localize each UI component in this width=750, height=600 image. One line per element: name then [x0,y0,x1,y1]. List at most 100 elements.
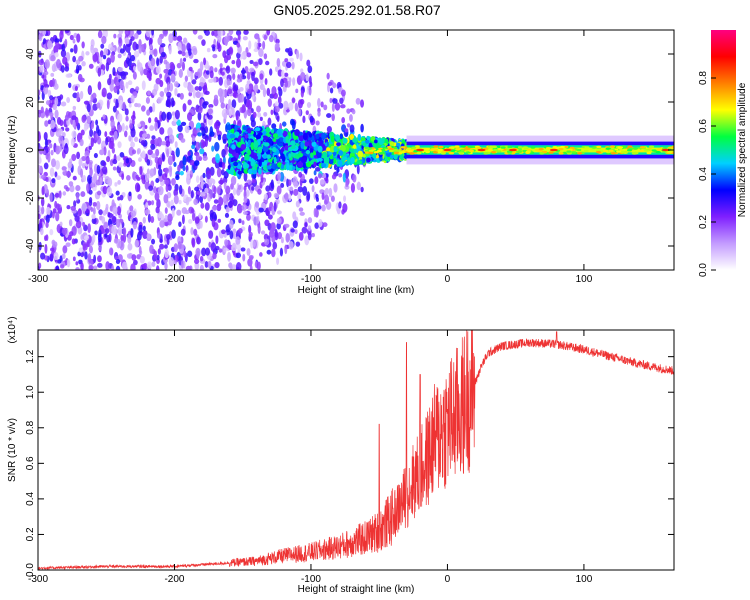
heatmap-cell [356,164,360,175]
heatmap-cell [264,78,268,86]
heatmap-cell [146,233,151,239]
heatmap-cell [338,201,342,209]
heatmap-cell [304,235,310,246]
heatmap-cell [180,228,186,236]
heatmap-cell [253,155,258,160]
heatmap-cell [122,101,126,111]
heatmap-cell [164,262,168,270]
heatmap-cell [194,258,200,265]
heatmap-cell [368,149,374,152]
heatmap-cell [148,76,152,82]
heatmap-cell [173,162,177,168]
heatmap-cell [147,213,151,223]
heatmap-cell [177,41,182,51]
heatmap-cell [199,195,204,204]
heatmap-cell [332,82,337,89]
heatmap-cell [125,158,130,164]
colorbar: 0.0 0.2 0.4 0.6 0.8 Normalized spectral ampl… [698,30,748,277]
heatmap-cell [97,30,103,39]
heatmap-cell [202,85,208,95]
heatmap-cell [212,53,218,59]
heatmap-cell [425,150,431,154]
heatmap-cell [81,61,86,67]
heatmap-cell [274,164,278,169]
heatmap-cell [247,129,252,134]
heatmap-cell [65,187,70,192]
heatmap-cell [66,97,71,104]
heatmap-cell [108,73,112,81]
heatmap-cell [141,105,146,112]
heatmap-cell [163,194,169,204]
heatmap-cell [211,218,216,228]
heatmap-cell [223,112,228,120]
heatmap-cell [266,249,272,255]
heatmap-cell [213,199,219,204]
heatmap-cell [114,182,118,187]
heatmap-cell [49,143,53,149]
heatmap-cell [173,188,179,197]
heatmap-cell [65,73,72,78]
heatmap-cell [144,209,151,215]
heatmap-cell [160,51,166,58]
heatmap-cell [277,232,283,240]
heatmap-cell [72,175,77,181]
colorbar-tick-label: 0.6 [698,119,709,133]
heatmap-cell [190,189,194,199]
heatmap-cell [74,85,78,91]
heatmap-cell [215,153,220,164]
heatmap-cell [64,114,69,121]
heatmap-cell [43,162,49,170]
heatmap-cell [266,87,271,97]
heatmap-cell [257,37,261,44]
heatmap-cell [356,181,361,191]
x-tick-label: -300 [28,574,48,585]
heatmap-cell [433,145,439,148]
heatmap-cell [317,157,323,162]
heatmap-cell [150,139,156,146]
x-tick-label: -100 [301,574,321,585]
heatmap-cell [153,250,158,260]
heatmap-cell [530,146,536,149]
heatmap-cell [219,63,223,68]
heatmap-cell [150,57,156,67]
heatmap-cell [65,171,72,178]
heatmap-cell [639,146,645,149]
heatmap-cell [187,186,191,195]
heatmap-cell [566,150,572,153]
heatmap-cell [182,155,187,166]
heatmap-cell [124,130,128,138]
heatmap-cell [140,139,146,146]
heatmap-cell [151,238,156,245]
heatmap-cell [295,139,299,144]
heatmap-cell [49,228,54,236]
y-tick-label: -40 [25,238,36,253]
heatmap-cell [290,228,295,233]
heatmap-cell [215,235,219,245]
heatmap-cell [233,84,239,92]
heatmap-cell [272,241,278,250]
heatmap-cell [316,151,322,159]
heatmap-cell [154,138,159,146]
heatmap-cell [117,67,124,72]
heatmap-cell [345,182,349,187]
heatmap-cell [56,58,61,69]
heatmap-cell [199,220,203,229]
heatmap-cell [338,150,344,156]
heatmap-cell [258,58,263,66]
heatmap-cell [622,148,628,151]
heatmap-cell [148,117,152,124]
heatmap-cell [416,151,422,155]
heatmap-cell [251,71,255,82]
heatmap-cell [115,265,121,270]
heatmap-cell [211,30,215,36]
heatmap-cell [80,251,84,258]
heatmap-cell [257,224,261,235]
heatmap-cell [159,73,163,79]
heatmap-cell [251,186,255,191]
heatmap-cell [218,76,224,86]
heatmap-cell [307,217,313,224]
heatmap-cell [147,90,151,96]
heatmap-cell [168,257,175,267]
heatmap-cell [174,109,180,120]
heatmap-cell [232,199,238,207]
